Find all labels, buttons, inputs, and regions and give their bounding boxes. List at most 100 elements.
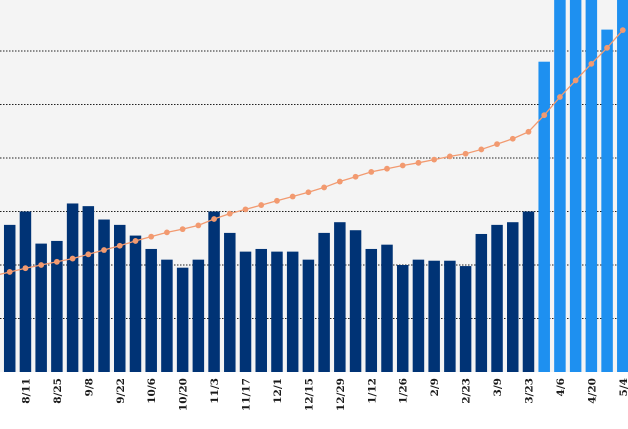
line-point xyxy=(274,197,280,204)
line-point xyxy=(525,128,532,135)
line-point xyxy=(195,222,202,229)
line-point xyxy=(69,255,76,262)
bar xyxy=(51,240,63,372)
line-point xyxy=(446,153,453,160)
bar xyxy=(35,243,47,372)
line-point xyxy=(289,193,296,200)
bar xyxy=(271,251,283,372)
bar xyxy=(365,248,378,372)
line-point xyxy=(431,156,438,163)
bar xyxy=(129,235,142,372)
line-point xyxy=(336,178,343,185)
bar xyxy=(208,211,220,372)
line-point xyxy=(541,112,548,119)
line-point xyxy=(321,184,328,191)
x-tick-label: 3/9 xyxy=(492,378,504,396)
x-tick-label: 11/17 xyxy=(241,378,253,411)
line-point xyxy=(557,94,563,100)
bar xyxy=(302,259,315,372)
line-point xyxy=(509,135,516,142)
x-tick-label: 1/26 xyxy=(398,378,410,404)
bar xyxy=(145,248,157,372)
x-tick-label: 8/25 xyxy=(52,378,64,404)
bar xyxy=(569,0,582,372)
bar xyxy=(224,232,236,372)
line-point xyxy=(116,242,123,249)
line-point xyxy=(619,27,626,34)
x-axis-tick-labels: 7/28 8/11 8/25 9/8 9/22 10/6 10/20 11/3 11/17 12/… xyxy=(0,378,628,411)
line-point xyxy=(6,269,13,275)
bar xyxy=(98,219,110,372)
bar xyxy=(459,266,472,372)
line-point xyxy=(478,146,485,153)
bar xyxy=(19,211,32,372)
line-point xyxy=(604,44,610,51)
x-tick-label: 2/9 xyxy=(429,378,441,396)
line-point xyxy=(242,206,249,213)
bar xyxy=(66,203,79,372)
x-tick-label: 8/11 xyxy=(20,378,32,404)
bar xyxy=(617,0,628,372)
bar xyxy=(507,222,519,372)
line-point xyxy=(588,60,595,67)
bar xyxy=(286,251,299,372)
bar xyxy=(444,260,456,372)
bar xyxy=(176,267,189,372)
bar xyxy=(412,259,425,372)
x-tick-label: 10/20 xyxy=(178,378,190,411)
bar xyxy=(318,232,330,372)
x-tick-label: 11/3 xyxy=(209,378,221,404)
bar xyxy=(334,222,346,372)
line-point xyxy=(22,265,29,272)
bar xyxy=(239,251,252,372)
bar xyxy=(192,259,205,372)
x-tick-label: 9/8 xyxy=(83,378,95,396)
line-series xyxy=(0,27,626,275)
bar xyxy=(522,211,535,372)
bar xyxy=(428,260,440,372)
bar xyxy=(491,224,503,372)
bar xyxy=(554,0,566,373)
bar xyxy=(161,259,173,372)
line-point xyxy=(399,162,406,169)
x-tick-label: 5/4 xyxy=(618,378,628,396)
x-tick-label: 3/23 xyxy=(523,378,535,404)
bar xyxy=(475,233,488,372)
line-point xyxy=(85,251,92,258)
bar xyxy=(396,265,409,372)
bar xyxy=(255,248,267,372)
x-tick-label: 4/20 xyxy=(586,378,598,404)
x-tick-label: 9/22 xyxy=(115,378,127,404)
bar xyxy=(349,230,362,372)
bar xyxy=(3,224,16,372)
bar xyxy=(82,206,95,372)
line-point xyxy=(38,262,45,268)
line-point xyxy=(258,202,265,208)
x-tick-label: 1/12 xyxy=(366,378,378,404)
line-point xyxy=(164,229,170,236)
line-point xyxy=(305,189,312,196)
line-point xyxy=(53,258,60,265)
line-point xyxy=(226,210,233,217)
line-point xyxy=(101,247,107,253)
x-tick-label: 7/28 xyxy=(0,378,1,404)
x-tick-label: 12/1 xyxy=(272,378,284,404)
bar xyxy=(601,29,613,372)
line-point xyxy=(148,233,155,240)
x-tick-label: 12/15 xyxy=(303,378,315,411)
line-point xyxy=(132,238,139,244)
line-point xyxy=(352,173,359,180)
line-point xyxy=(211,216,217,222)
line-point xyxy=(462,150,469,157)
line-point xyxy=(368,169,375,175)
bar xyxy=(114,224,126,372)
bar-series xyxy=(3,0,628,373)
x-tick-label: 2/23 xyxy=(461,378,473,404)
line-point xyxy=(415,159,422,166)
line-point xyxy=(572,77,579,84)
line-point xyxy=(179,226,186,233)
bar xyxy=(585,0,598,373)
bar xyxy=(381,244,393,372)
x-tick-label: 12/29 xyxy=(335,378,347,411)
